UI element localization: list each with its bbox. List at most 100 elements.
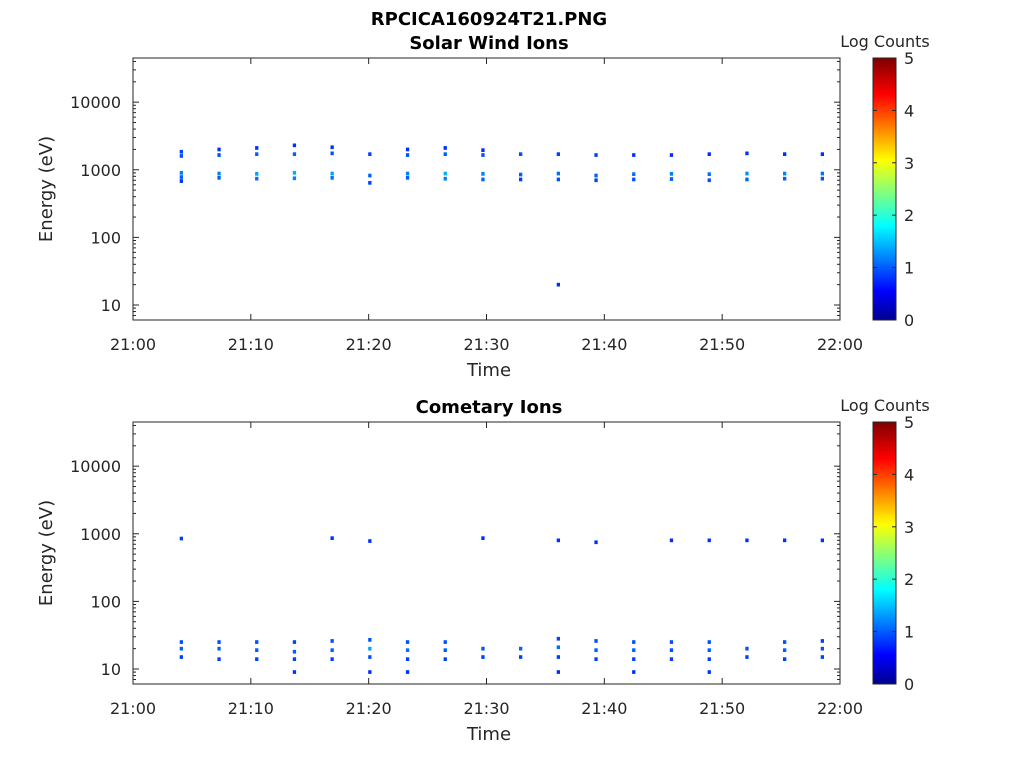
- cometary-cell: [556, 636, 560, 641]
- cometary-cell: [745, 655, 749, 659]
- solar-wind-cell: [519, 172, 523, 177]
- solar-wind-cell: [179, 149, 183, 154]
- solar-wind-y-ticks: 10 100 1000 10000: [70, 60, 840, 321]
- solar-wind-cell: [217, 176, 221, 180]
- cometary-cell: [820, 639, 824, 643]
- cometary-cell: [481, 646, 485, 651]
- solar-wind-cell: [632, 177, 636, 182]
- cometary-colorbar-tick-label: 3: [904, 518, 914, 537]
- cometary-cell: [556, 655, 560, 659]
- cometary-cell: [179, 646, 183, 651]
- solar-wind-x-tick-label: 21:10: [228, 335, 274, 354]
- solar-wind-cell: [556, 152, 560, 156]
- solar-wind-cell: [255, 146, 259, 150]
- cometary-cell: [519, 646, 523, 651]
- solar-wind-cell: [330, 176, 334, 180]
- solar-wind-cell: [443, 152, 447, 156]
- solar-wind-colorbar-ticks: 0 1 2 3 4 5: [873, 49, 914, 330]
- solar-wind-cell: [707, 178, 711, 183]
- cometary-cell: [707, 640, 711, 644]
- cometary-cell: [745, 646, 749, 651]
- cometary-cell: [368, 539, 372, 543]
- cometary-cell: [330, 536, 334, 540]
- cometary-cell: [481, 536, 485, 540]
- cometary-colorbar-tick-label: 1: [904, 623, 914, 642]
- solar-wind-cell: [217, 171, 221, 176]
- solar-wind-x-tick-label: 21:20: [346, 335, 392, 354]
- solar-wind-cell: [179, 171, 183, 175]
- solar-wind-colorbar-tick-label: 2: [904, 206, 914, 225]
- solar-wind-cell: [632, 172, 636, 176]
- cometary-cell: [443, 648, 447, 652]
- cometary-y-tick-label: 10000: [70, 457, 121, 476]
- solar-wind-colorbar-tick-label: 1: [904, 259, 914, 278]
- solar-wind-cell: [292, 171, 297, 175]
- cometary-colorbar-tick-label: 5: [904, 413, 914, 432]
- solar-wind-cell: [330, 151, 334, 156]
- solar-wind-colorbar-tick-label: 5: [904, 49, 914, 68]
- cometary-cell: [745, 538, 749, 543]
- solar-wind-cell: [292, 143, 297, 148]
- solar-wind-cell: [820, 171, 824, 176]
- cometary-cell: [405, 640, 410, 644]
- cometary-cell: [330, 639, 334, 643]
- cometary-cell: [707, 657, 711, 661]
- cometary-cell: [632, 670, 636, 674]
- solar-wind-cell: [405, 176, 410, 180]
- cometary-cell: [632, 640, 636, 644]
- solar-wind-cells: [179, 143, 824, 287]
- cometary-cell: [255, 640, 259, 644]
- solar-wind-cell: [405, 147, 410, 152]
- cometary-cell: [179, 536, 183, 541]
- solar-wind-cell: [820, 152, 824, 156]
- cometary-cell: [820, 646, 824, 651]
- cometary-cell: [783, 648, 787, 652]
- cometary-cell: [179, 640, 183, 644]
- solar-wind-y-tick-label: 10: [101, 296, 121, 315]
- solar-wind-x-tick-label: 21:40: [581, 335, 627, 354]
- cometary-x-tick-label: 21:50: [699, 699, 745, 718]
- cometary-cell: [669, 648, 674, 652]
- solar-wind-cell: [179, 175, 183, 179]
- cometary-cell: [707, 538, 711, 543]
- solar-wind-cell: [368, 173, 372, 178]
- solar-wind-y-tick-label: 10000: [70, 93, 121, 112]
- cometary-cell: [669, 657, 674, 661]
- solar-wind-cell: [519, 177, 523, 182]
- solar-wind-cell: [669, 172, 674, 176]
- cometary-cell: [519, 655, 523, 659]
- solar-wind-cell: [594, 153, 598, 157]
- figure-title: RPCICA160924T21.PNG: [371, 9, 607, 30]
- cometary-x-tick-label: 21:20: [346, 699, 392, 718]
- cometary-cell: [368, 646, 372, 651]
- cometary-cell: [405, 670, 410, 674]
- solar-wind-cell: [745, 171, 749, 176]
- cometary-cell: [330, 648, 334, 652]
- cometary-cell: [292, 640, 297, 644]
- cometary-cell: [632, 648, 636, 652]
- cometary-cell: [669, 538, 674, 543]
- cometary-cell: [368, 655, 372, 659]
- solar-wind-cell: [556, 282, 560, 287]
- cometary-cell: [707, 648, 711, 652]
- solar-wind-y-label: Energy (eV): [36, 136, 57, 242]
- cometary-cell: [707, 670, 711, 674]
- solar-wind-y-tick-label: 100: [90, 228, 121, 247]
- solar-wind-cell: [820, 176, 824, 181]
- solar-wind-cell: [783, 176, 787, 181]
- solar-wind-x-tick-label: 21:30: [463, 335, 509, 354]
- cometary-cell: [255, 648, 259, 652]
- solar-wind-cell: [217, 147, 221, 152]
- solar-wind-cell: [481, 172, 485, 176]
- cometary-y-tick-label: 10: [101, 660, 121, 679]
- solar-wind-x-label: Time: [466, 360, 511, 381]
- cometary-axes-box: [132, 421, 841, 685]
- solar-wind-cell: [405, 171, 410, 176]
- cometary-colorbar-label: Log Counts: [840, 396, 930, 415]
- solar-wind-cell: [632, 153, 636, 157]
- solar-wind-cell: [745, 177, 749, 182]
- solar-wind-cell: [179, 154, 183, 158]
- solar-wind-cell: [443, 171, 447, 176]
- cometary-cell: [669, 640, 674, 644]
